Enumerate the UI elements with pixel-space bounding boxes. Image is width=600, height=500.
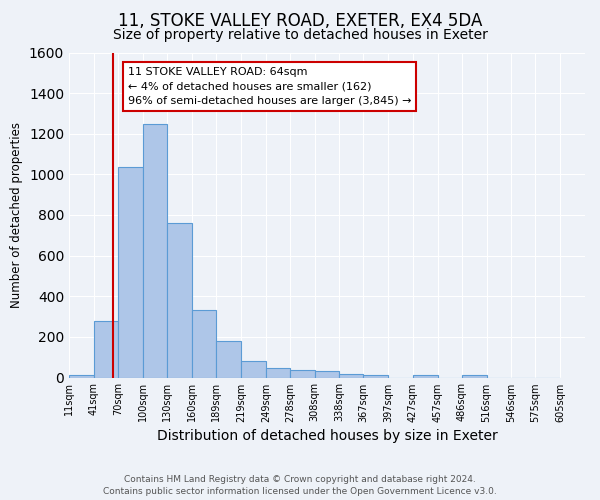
Bar	[69, 376, 94, 378]
Y-axis label: Number of detached properties: Number of detached properties	[10, 122, 23, 308]
Text: Size of property relative to detached houses in Exeter: Size of property relative to detached ho…	[113, 28, 487, 42]
Bar	[340, 374, 364, 378]
Bar	[290, 370, 314, 378]
Bar	[266, 368, 290, 378]
Bar	[413, 375, 438, 378]
Bar	[216, 341, 241, 378]
Bar	[94, 320, 118, 378]
Bar	[462, 375, 487, 378]
Bar	[192, 310, 216, 378]
Bar	[364, 375, 388, 378]
Text: 11 STOKE VALLEY ROAD: 64sqm
← 4% of detached houses are smaller (162)
96% of sem: 11 STOKE VALLEY ROAD: 64sqm ← 4% of deta…	[128, 66, 411, 106]
Bar	[167, 223, 192, 378]
Bar	[241, 361, 266, 378]
X-axis label: Distribution of detached houses by size in Exeter: Distribution of detached houses by size …	[157, 429, 497, 443]
Bar	[314, 372, 340, 378]
Text: 11, STOKE VALLEY ROAD, EXETER, EX4 5DA: 11, STOKE VALLEY ROAD, EXETER, EX4 5DA	[118, 12, 482, 30]
Bar	[118, 168, 143, 378]
Bar	[143, 124, 167, 378]
Text: Contains HM Land Registry data © Crown copyright and database right 2024.
Contai: Contains HM Land Registry data © Crown c…	[103, 474, 497, 496]
